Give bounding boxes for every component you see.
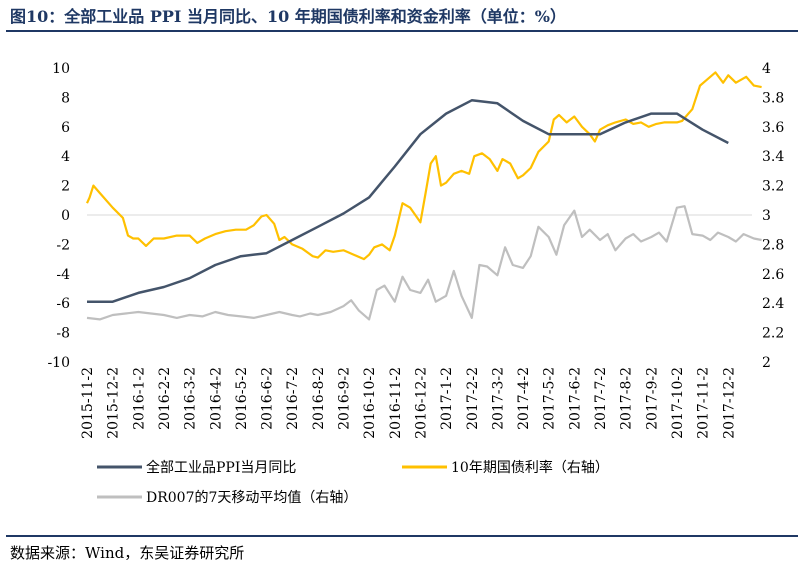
legend-label: DR007的7天移动平均值（右轴） xyxy=(146,490,357,506)
x-axis-tick-label: 2015-12-2 xyxy=(106,367,122,439)
left-axis-tick-label: 6 xyxy=(61,120,70,136)
x-axis-tick-label: 2015-11-2 xyxy=(80,367,96,439)
right-axis-tick-label: 3 xyxy=(762,208,771,224)
right-axis-tick-label: 3.6 xyxy=(762,120,784,136)
right-axis-tick-label: 3.8 xyxy=(762,90,784,106)
left-axis-tick-label: -6 xyxy=(56,296,70,312)
series-line xyxy=(86,205,762,321)
x-axis-tick-label: 2016-4-2 xyxy=(208,367,224,430)
x-axis-tick-label: 2016-7-2 xyxy=(285,367,301,430)
right-axis-tick-label: 3.4 xyxy=(762,149,784,165)
x-axis-tick-label: 2017-9-2 xyxy=(644,367,660,430)
left-axis-tick-label: 0 xyxy=(61,208,70,224)
x-axis-tick-label: 2016-3-2 xyxy=(183,367,199,430)
x-axis-tick-label: 2017-8-2 xyxy=(619,367,635,430)
x-axis-tick-label: 2016-11-2 xyxy=(388,367,404,439)
x-axis-tick-label: 2016-5-2 xyxy=(234,367,250,430)
chart-title: 图10：全部工业品 PPI 当月同比、10 年期国债利率和资金利率（单位：%） xyxy=(10,7,566,26)
x-axis-tick-label: 2017-11-2 xyxy=(696,367,712,439)
left-axis-tick-label: -2 xyxy=(56,237,70,253)
series-line xyxy=(87,99,729,303)
x-axis-tick-label: 2016-2-2 xyxy=(157,367,173,430)
right-axis-tick-label: 2.2 xyxy=(762,326,784,342)
left-axis-tick-label: -4 xyxy=(56,267,70,283)
x-axis-tick-label: 2016-6-2 xyxy=(260,367,276,430)
left-axis-tick-label: 4 xyxy=(61,149,70,165)
right-axis-tick-label: 2.6 xyxy=(762,267,784,283)
title-rule xyxy=(6,30,798,32)
left-axis-tick-label: 10 xyxy=(52,61,70,77)
x-axis-tick-label: 2016-10-2 xyxy=(362,367,378,439)
source-note: 数据来源：Wind，东吴证券研究所 xyxy=(10,544,245,562)
x-axis-tick-label: 2017-4-2 xyxy=(516,367,532,430)
x-axis-tick-label: 2016-12-2 xyxy=(413,367,429,439)
left-axis-tick-label: -10 xyxy=(47,355,70,371)
x-axis-tick-label: 2017-5-2 xyxy=(542,367,558,430)
right-axis-tick-label: 4 xyxy=(762,61,771,77)
legend-label: 全部工业品PPI当月同比 xyxy=(146,459,296,476)
x-axis-tick-label: 2016-8-2 xyxy=(311,367,327,430)
right-axis-tick-label: 3.2 xyxy=(762,179,784,195)
left-axis-tick-label: 8 xyxy=(61,90,70,106)
x-axis-tick-label: 2017-3-2 xyxy=(490,367,506,430)
x-axis-tick-label: 2017-12-2 xyxy=(721,367,737,439)
x-axis-tick-label: 2017-1-2 xyxy=(439,367,455,430)
x-axis-tick-label: 2017-10-2 xyxy=(670,367,686,439)
x-axis-tick-label: 2017-2-2 xyxy=(465,367,481,430)
right-axis-tick-label: 2.4 xyxy=(762,296,784,312)
right-axis-tick-label: 2.8 xyxy=(762,237,784,253)
bottom-rule xyxy=(6,535,798,537)
legend-label: 10年期国债利率（右轴） xyxy=(451,459,609,476)
x-axis-tick-label: 2017-6-2 xyxy=(567,367,583,430)
x-axis-tick-label: 2017-7-2 xyxy=(593,367,609,430)
right-axis-tick-label: 2 xyxy=(762,355,771,371)
series-line xyxy=(85,71,762,261)
left-axis-tick-label: 2 xyxy=(61,179,70,195)
x-axis-tick-label: 2016-9-2 xyxy=(337,367,353,430)
left-axis-tick-label: -8 xyxy=(56,326,70,342)
x-axis-tick-label: 2016-1-2 xyxy=(131,367,147,430)
